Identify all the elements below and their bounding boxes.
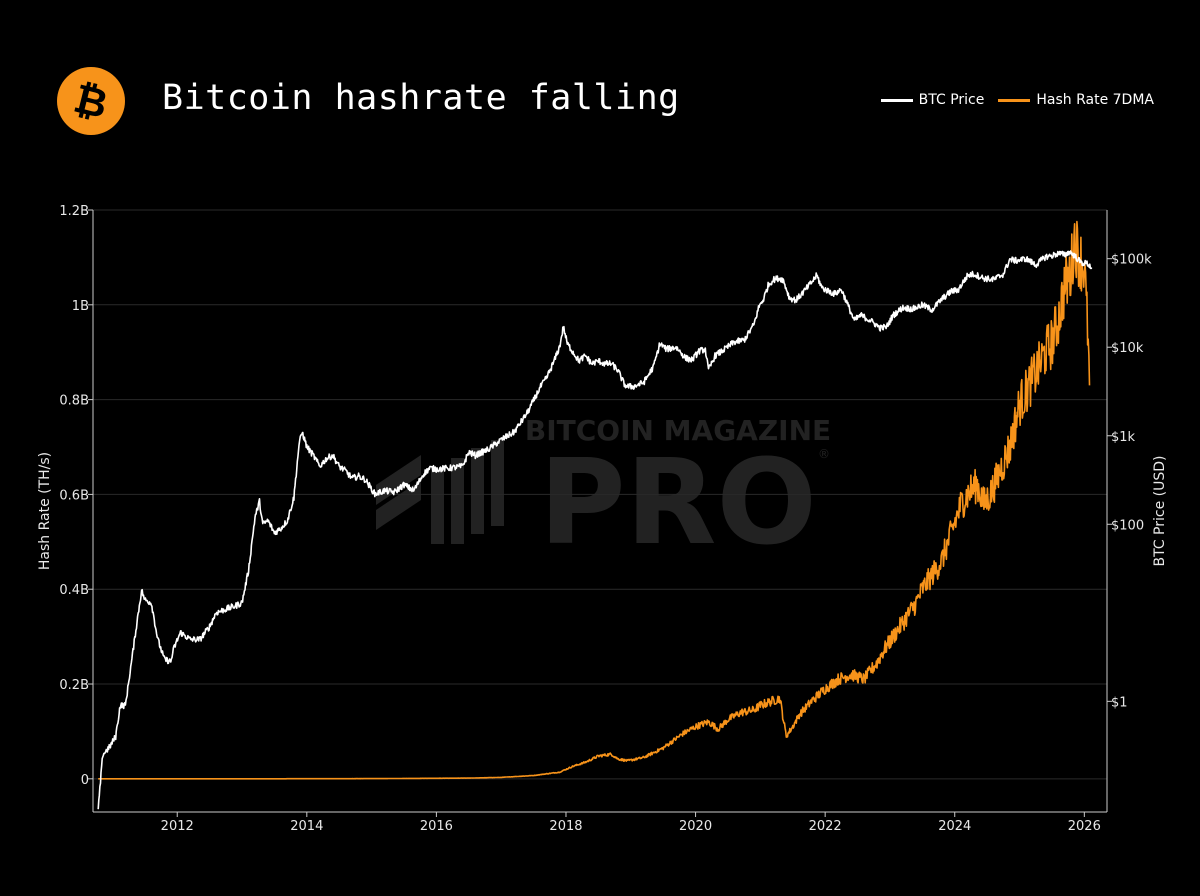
y-left-tick-label: 0.6B <box>59 488 89 503</box>
x-tick-label: 2018 <box>549 819 582 834</box>
watermark: BITCOIN MAGAZINE PRO ® <box>376 414 831 571</box>
label-layer: 0 0.2B 0.4B 0.6B 0.8B 1B 1.2B $1 $100 $1k $10k $100… <box>37 204 1168 834</box>
page-title: Bitcoin hashrate falling <box>162 78 680 118</box>
y-left-tick-label: 1.2B <box>59 204 89 219</box>
y-left-tick-label: 0.4B <box>59 583 89 598</box>
y-left-tick-label: 0.8B <box>59 394 89 409</box>
chart-legend[interactable]: BTC Price Hash Rate 7DMA <box>880 92 1154 108</box>
y-right-tick-label: $1k <box>1111 430 1136 445</box>
x-tick-label: 2024 <box>938 819 971 834</box>
y-right-tick-label: $100 <box>1111 518 1144 533</box>
grid-layer <box>93 209 1107 780</box>
legend-label-hash-rate: Hash Rate 7DMA <box>1036 92 1154 108</box>
axes-layer <box>88 209 1112 817</box>
series-layer <box>97 220 1093 810</box>
x-tick-label: 2012 <box>161 819 194 834</box>
y-right-axis-title: BTC Price (USD) <box>1152 455 1168 566</box>
legend-item-hash-rate[interactable]: Hash Rate 7DMA <box>998 92 1154 108</box>
series-line-hash-rate <box>98 220 1091 780</box>
x-tick-label: 2026 <box>1068 819 1101 834</box>
legend-label-btc-price: BTC Price <box>918 92 985 108</box>
y-left-tick-label: 0.2B <box>59 678 89 693</box>
y-left-axis-title: Hash Rate (TH/s) <box>37 452 53 570</box>
y-right-tick-label: $100k <box>1111 253 1152 268</box>
legend-swatch-btc-price <box>880 98 913 102</box>
bitcoin-logo-icon <box>57 67 125 135</box>
legend-swatch-hash-rate <box>998 98 1031 102</box>
y-left-tick-label: 1B <box>72 299 89 314</box>
watermark-line1: BITCOIN MAGAZINE <box>525 414 831 447</box>
y-left-tick-label: 0 <box>81 773 89 788</box>
watermark-line2: PRO <box>539 433 817 571</box>
bitcoin-logo: ₿ <box>57 67 125 135</box>
x-tick-label: 2020 <box>679 819 712 834</box>
legend-item-btc-price[interactable]: BTC Price <box>880 92 985 108</box>
x-tick-label: 2014 <box>290 819 323 834</box>
watermark-logo-icon <box>376 440 504 544</box>
y-right-tick-label: $1 <box>1111 695 1128 710</box>
watermark-mark: ® <box>818 447 830 461</box>
series-line-btc-price <box>97 250 1093 810</box>
x-tick-label: 2022 <box>809 819 842 834</box>
x-tick-label: 2016 <box>420 819 453 834</box>
y-right-tick-label: $10k <box>1111 341 1144 356</box>
